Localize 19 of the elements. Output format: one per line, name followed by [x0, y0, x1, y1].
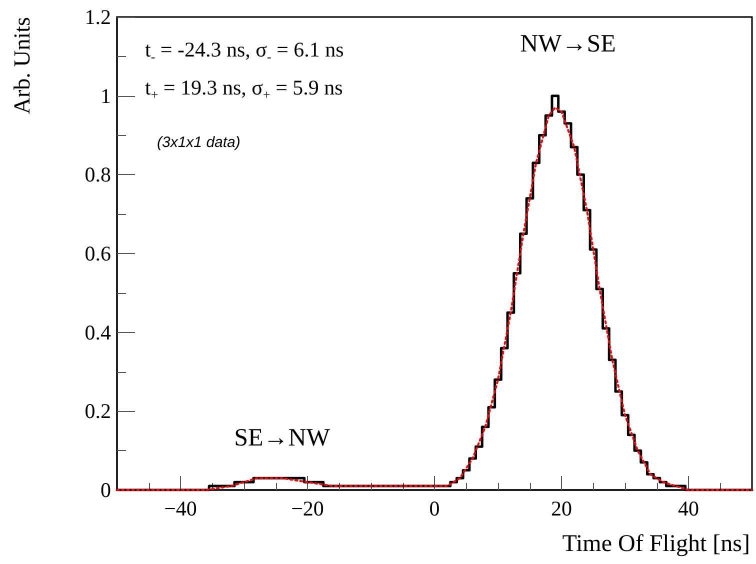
x-tick-label: −40	[164, 496, 197, 520]
y-tick-label: 0.8	[84, 162, 111, 187]
y-tick-label: 0.4	[84, 320, 112, 344]
annotation: NW→SE	[520, 30, 616, 58]
y-tick-label: 0.2	[84, 399, 111, 424]
x-tick-label: 20	[551, 496, 572, 520]
x-tick-label: −20	[291, 496, 324, 520]
y-tick-label: 0	[100, 478, 111, 502]
y-tick-label: 0.6	[84, 242, 111, 266]
annotation: t+ = 19.3 ns, σ+ = 5.9 ns	[145, 76, 343, 102]
y-tick-label: 1	[100, 84, 111, 108]
x-tick-label: 40	[678, 496, 699, 520]
annotation: SE→NW	[234, 424, 330, 452]
y-tick-label: 1.2	[84, 5, 111, 29]
annotation: (3x1x1 data)	[157, 134, 240, 151]
annotation: t- = -24.3 ns, σ- = 6.1 ns	[145, 38, 344, 64]
x-axis-title: Time Of Flight [ns]	[562, 531, 750, 557]
x-tick-label: 0	[429, 496, 440, 520]
y-axis-title: Arb. Units	[10, 16, 34, 114]
